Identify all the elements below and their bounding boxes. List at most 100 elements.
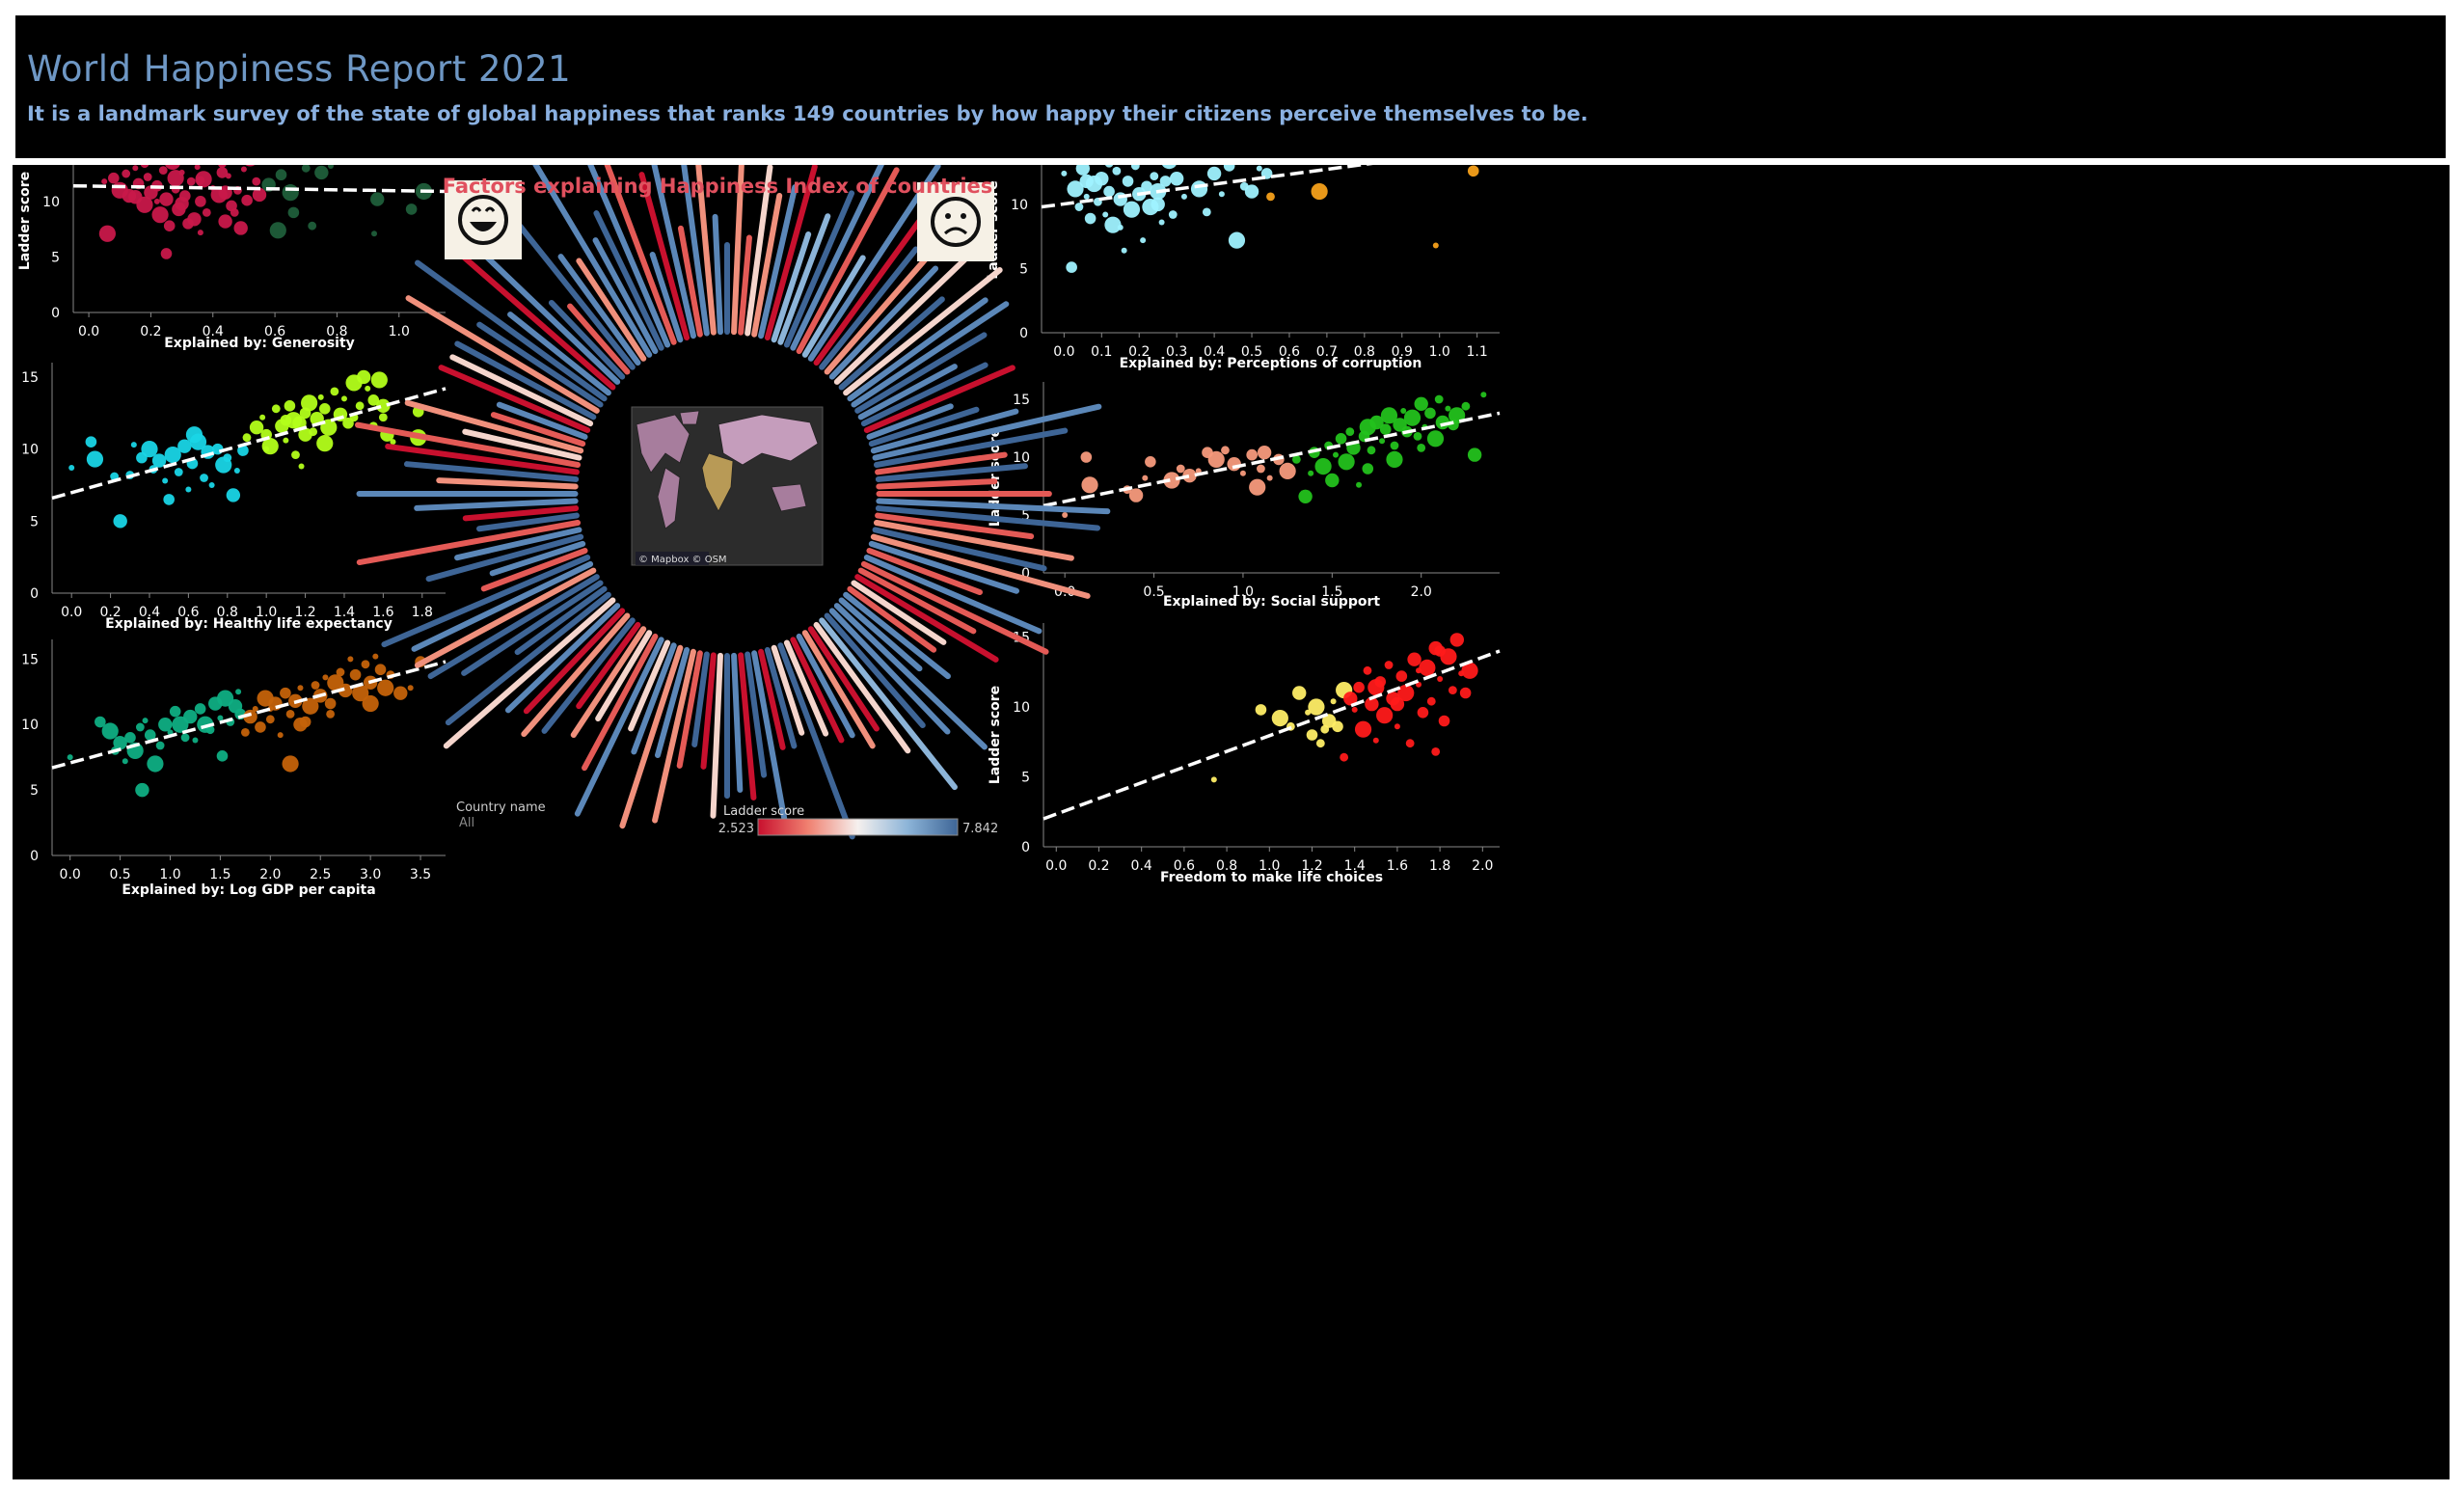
data-point bbox=[182, 218, 194, 230]
data-point bbox=[175, 196, 189, 211]
x-axis-title: Explained by: Healthy life expectancy bbox=[105, 616, 393, 632]
data-point bbox=[1345, 427, 1355, 436]
data-point bbox=[365, 385, 371, 392]
data-point bbox=[1435, 415, 1450, 430]
country-filter-value[interactable]: All bbox=[459, 816, 474, 830]
x-tick-label: 0.0 bbox=[1045, 858, 1067, 874]
data-point bbox=[1414, 396, 1428, 411]
radial-bar bbox=[576, 258, 647, 362]
x-tick-label: 0.8 bbox=[1354, 344, 1375, 360]
radial-bar bbox=[828, 265, 939, 380]
data-point bbox=[165, 165, 180, 170]
y-axis-title: Ladder score bbox=[17, 172, 33, 270]
radial-bar bbox=[872, 527, 1047, 572]
data-point bbox=[122, 169, 131, 178]
data-point bbox=[195, 196, 206, 207]
radial-bar bbox=[819, 246, 919, 370]
data-point bbox=[169, 705, 181, 718]
data-point bbox=[1112, 166, 1122, 176]
sad-face-icon bbox=[917, 182, 994, 261]
page-subtitle: It is a landmark survey of the state of … bbox=[27, 102, 1588, 125]
data-point bbox=[259, 414, 266, 420]
data-point bbox=[147, 755, 164, 773]
data-point bbox=[393, 686, 408, 700]
radial-bar bbox=[819, 617, 958, 791]
data-point bbox=[1210, 776, 1217, 783]
radial-bar bbox=[872, 403, 1102, 461]
radial-bar bbox=[731, 652, 744, 793]
radial-bar bbox=[652, 648, 696, 824]
data-point bbox=[336, 667, 345, 677]
data-point bbox=[1426, 696, 1436, 706]
radial-bar bbox=[866, 403, 954, 440]
y-tick-label: 10 bbox=[21, 718, 39, 733]
radial-bar bbox=[847, 297, 988, 402]
map-credit-bg bbox=[636, 552, 709, 565]
data-point bbox=[245, 165, 256, 167]
radial-bar bbox=[443, 597, 616, 749]
data-point bbox=[1123, 201, 1141, 218]
data-point bbox=[301, 394, 318, 412]
data-point bbox=[1314, 458, 1332, 475]
y-tick-label: 10 bbox=[21, 443, 39, 458]
land-region bbox=[657, 467, 681, 529]
radial-bar bbox=[385, 443, 580, 475]
data-point bbox=[1168, 210, 1178, 219]
data-point bbox=[122, 758, 128, 765]
data-points bbox=[1062, 392, 1487, 518]
data-point bbox=[287, 206, 300, 219]
radial-bar bbox=[567, 303, 631, 375]
data-point bbox=[1369, 415, 1384, 430]
data-point bbox=[255, 721, 266, 733]
data-point bbox=[1311, 182, 1328, 201]
data-point bbox=[233, 221, 248, 235]
data-point bbox=[376, 398, 391, 414]
data-point bbox=[1367, 446, 1376, 455]
radial-bar bbox=[405, 295, 600, 414]
radial-bar bbox=[857, 364, 958, 420]
data-point bbox=[1128, 488, 1144, 502]
x-tick-label: 1.5 bbox=[1321, 584, 1342, 600]
data-point bbox=[338, 683, 353, 698]
radial-bar bbox=[557, 254, 641, 366]
data-point bbox=[1372, 737, 1379, 744]
data-point bbox=[367, 394, 380, 406]
data-point bbox=[374, 664, 387, 676]
data-point bbox=[317, 393, 324, 400]
radial-bar bbox=[801, 255, 866, 358]
data-point bbox=[1417, 444, 1426, 452]
data-point bbox=[192, 737, 199, 744]
chart-corruption: 0.0 0.1 0.2 0.3 0.4 0.5 0.6 0.7 0.8 0.9 1.0 1.1 0 5 10… bbox=[986, 165, 1500, 371]
data-point bbox=[67, 754, 73, 761]
data-point bbox=[1353, 681, 1365, 693]
data-point bbox=[283, 437, 289, 444]
data-point bbox=[1413, 432, 1422, 441]
x-tick-label: 0.6 bbox=[1279, 344, 1300, 360]
data-point bbox=[347, 656, 354, 663]
x-tick-label: 2.0 bbox=[1472, 858, 1493, 874]
data-point bbox=[1437, 676, 1444, 682]
x-tick-label: 0.5 bbox=[109, 867, 130, 882]
data-point bbox=[1448, 686, 1457, 694]
mouth bbox=[943, 227, 968, 235]
radial-bar bbox=[738, 652, 757, 800]
x-tick-label: 1.0 bbox=[1232, 584, 1254, 600]
data-point bbox=[318, 403, 331, 415]
radial-bar bbox=[489, 540, 586, 577]
data-point bbox=[1159, 176, 1172, 187]
radial-bar bbox=[619, 644, 684, 829]
radial-bar bbox=[504, 603, 621, 714]
data-point bbox=[144, 729, 156, 741]
radial-bar bbox=[411, 560, 594, 652]
data-point bbox=[1121, 247, 1127, 254]
radial-bar bbox=[860, 560, 1049, 655]
radial-bar bbox=[847, 585, 937, 653]
radial-bar bbox=[738, 234, 752, 336]
data-point bbox=[1480, 392, 1487, 398]
data-point bbox=[226, 488, 241, 502]
data-point bbox=[1117, 224, 1124, 231]
radial-bar bbox=[771, 644, 805, 736]
radial-bar bbox=[695, 165, 717, 336]
x-tick-label: 0.4 bbox=[1204, 344, 1225, 360]
data-point bbox=[1298, 489, 1313, 503]
